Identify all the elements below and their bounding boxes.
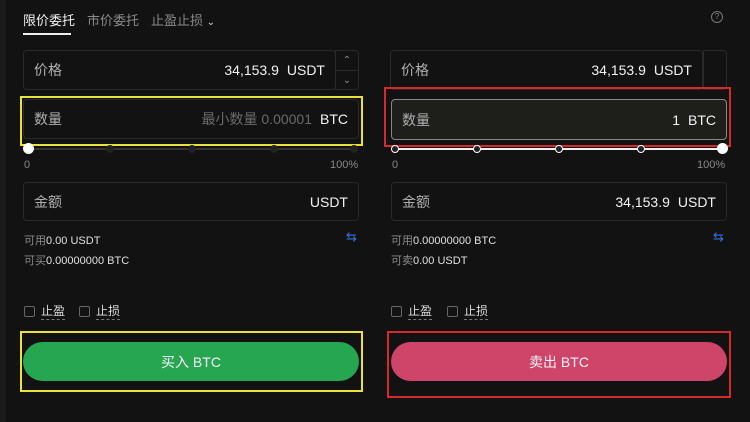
slider-min-label: 0: [24, 159, 31, 171]
buy-price-value: 34,153.9: [224, 62, 279, 78]
sell-amount-input[interactable]: 金额 34,153.9 USDT: [391, 182, 727, 221]
sell-price-unit: USDT: [653, 62, 692, 78]
sell-max: 可卖0.00 USDT: [391, 252, 467, 268]
active-tab-underline: [23, 33, 71, 35]
checkbox-icon[interactable]: [447, 305, 458, 317]
sell-stop-loss-checkbox[interactable]: 止损: [447, 302, 489, 320]
buy-stop-loss-checkbox[interactable]: 止损: [79, 302, 121, 320]
highlight-box: [387, 331, 731, 398]
highlight-box: [20, 96, 363, 146]
max-sell-value: 0.00 USDT: [413, 255, 468, 267]
price-stepper[interactable]: ⌃ ⌄: [335, 50, 359, 90]
left-edge: [0, 0, 6, 422]
sell-price-label: 价格: [401, 62, 429, 78]
buy-amount-label: 金额: [34, 193, 62, 210]
available-value: 0.00000000 BTC: [413, 235, 497, 247]
sell-available: 可用0.00000000 BTC: [391, 232, 496, 248]
tab-market-order[interactable]: 市价委托: [87, 13, 140, 28]
checkbox-icon[interactable]: [79, 305, 90, 317]
transfer-icon[interactable]: ⇆: [346, 229, 357, 244]
buy-max: 可买0.00000000 BTC: [24, 252, 129, 268]
sell-quantity-value: 1: [672, 111, 680, 128]
buy-quantity-input[interactable]: 数量 最小数量 0.00001 BTC: [23, 99, 359, 139]
take-profit-label: 止盈: [41, 304, 66, 320]
sell-price-value: 34,153.9: [591, 62, 646, 78]
tab-stop-order[interactable]: 止盈止损 ⌄: [151, 10, 215, 29]
chevron-down-icon[interactable]: ⌄: [336, 70, 358, 89]
highlight-box: [384, 87, 731, 147]
sell-take-profit-checkbox[interactable]: 止盈: [391, 302, 433, 320]
slider-thumb[interactable]: [717, 143, 728, 154]
buy-quantity-placeholder: 最小数量 0.00001: [201, 111, 313, 127]
slider-step[interactable]: [637, 145, 645, 153]
sell-price-input[interactable]: 价格 34,153.9 USDT: [390, 50, 703, 90]
slider-step[interactable]: [391, 145, 399, 153]
sell-amount-label: 金额: [402, 193, 430, 210]
slider-min-label: 0: [392, 159, 399, 171]
max-buy-value: 0.00000000 BTC: [46, 255, 130, 267]
max-sell-label: 可卖: [391, 255, 413, 267]
slider-thumb[interactable]: [23, 143, 34, 154]
stop-loss-label: 止损: [96, 304, 121, 320]
buy-amount-unit: USDT: [309, 193, 348, 210]
buy-take-profit-checkbox[interactable]: 止盈: [24, 302, 66, 320]
help-icon[interactable]: ?: [711, 11, 723, 23]
stop-loss-label: 止损: [464, 304, 489, 320]
sell-quantity-slider[interactable]: [391, 143, 728, 154]
slider-max-label: 100%: [330, 159, 359, 171]
chevron-down-icon: ⌄: [206, 17, 216, 28]
buy-button[interactable]: 买入 BTC: [23, 342, 359, 381]
slider-step[interactable]: [555, 145, 563, 153]
price-stepper[interactable]: [703, 50, 727, 90]
sell-amount-value: 34,153.9: [615, 193, 670, 210]
buy-quantity-unit: BTC: [320, 111, 348, 127]
take-profit-label: 止盈: [408, 304, 433, 320]
buy-price-label: 价格: [34, 62, 62, 78]
checkbox-icon[interactable]: [24, 305, 35, 317]
chevron-up-icon[interactable]: ⌃: [342, 55, 352, 66]
slider-max-label: 100%: [697, 159, 726, 171]
buy-price-input[interactable]: 价格 34,153.9 USDT: [23, 50, 336, 90]
slider-step[interactable]: [188, 145, 196, 153]
tab-stop-label: 止盈止损: [151, 13, 204, 28]
buy-amount-input[interactable]: 金额 USDT: [23, 182, 359, 221]
available-label: 可用: [391, 235, 413, 247]
available-label: 可用: [24, 235, 46, 247]
sell-quantity-input[interactable]: 数量 1 BTC: [391, 99, 727, 140]
buy-available: 可用0.00 USDT: [24, 232, 100, 248]
sell-amount-unit: USDT: [677, 193, 716, 210]
sell-quantity-unit: BTC: [688, 111, 716, 128]
slider-step[interactable]: [106, 145, 114, 153]
buy-price-unit: USDT: [286, 62, 325, 78]
slider-step[interactable]: [350, 145, 358, 153]
buy-quantity-label: 数量: [34, 111, 62, 127]
sell-quantity-label: 数量: [402, 111, 430, 128]
slider-step[interactable]: [473, 145, 481, 153]
transfer-icon[interactable]: ⇆: [713, 229, 724, 244]
max-buy-label: 可买: [24, 255, 46, 267]
available-value: 0.00 USDT: [46, 235, 101, 247]
buy-quantity-slider[interactable]: [23, 143, 358, 154]
tab-limit-order[interactable]: 限价委托: [23, 13, 76, 28]
checkbox-icon[interactable]: [391, 305, 402, 317]
sell-button[interactable]: 卖出 BTC: [391, 342, 727, 381]
slider-step[interactable]: [270, 145, 278, 153]
highlight-box: [20, 331, 363, 392]
